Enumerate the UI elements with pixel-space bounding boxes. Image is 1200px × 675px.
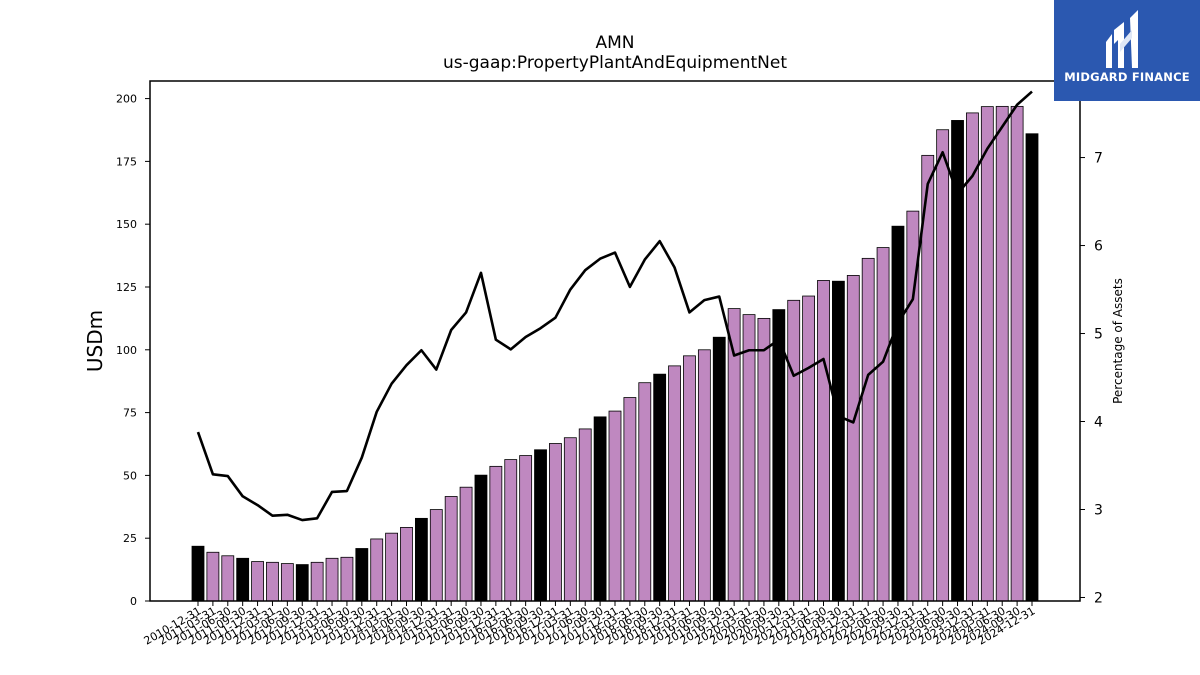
bar <box>1010 105 1024 602</box>
y2-tick-label: 4 <box>1094 415 1103 431</box>
bar <box>206 551 220 602</box>
bar <box>608 410 622 602</box>
bar <box>772 309 786 602</box>
bar <box>980 106 994 602</box>
bar <box>444 496 458 602</box>
bar <box>861 257 875 602</box>
y-tick-label: 100 <box>116 344 137 357</box>
bar <box>578 428 592 602</box>
bar <box>221 555 235 602</box>
bar <box>519 455 533 602</box>
chart-title: AMN <box>595 33 635 53</box>
bar <box>712 336 726 602</box>
bar <box>191 545 205 602</box>
bar <box>653 373 667 602</box>
bar <box>534 449 547 602</box>
bar <box>757 317 771 602</box>
bar <box>697 349 711 602</box>
bar <box>280 563 294 602</box>
bar <box>846 275 860 602</box>
bar <box>1025 133 1039 602</box>
bar <box>787 299 801 602</box>
logo-text: MIDGARD FINANCE <box>1064 70 1190 84</box>
y-tick-label: 175 <box>116 155 137 168</box>
bar <box>295 564 309 602</box>
y2-tick-label: 3 <box>1094 502 1103 518</box>
bar <box>936 129 950 602</box>
bar <box>593 416 607 602</box>
bar <box>891 225 905 602</box>
bar <box>266 561 279 602</box>
y-axis-label: USDm <box>83 310 107 372</box>
bar <box>995 105 1009 602</box>
bar <box>742 314 756 602</box>
bar <box>325 557 339 602</box>
y-tick-label: 50 <box>123 469 137 482</box>
bar <box>802 295 816 602</box>
bar <box>414 517 428 602</box>
bar <box>623 397 637 602</box>
y-tick-label: 25 <box>123 532 137 545</box>
bar <box>370 538 384 602</box>
bar <box>385 532 399 602</box>
bar <box>236 557 250 602</box>
y-tick-label: 75 <box>123 407 137 420</box>
bar <box>400 526 413 602</box>
y-tick-label: 150 <box>116 218 137 231</box>
y-tick-label: 0 <box>130 595 137 608</box>
bar <box>876 247 890 602</box>
bar <box>563 437 577 602</box>
bar <box>310 561 324 602</box>
bar <box>638 382 652 602</box>
bar <box>474 474 488 602</box>
bar <box>459 486 473 602</box>
bar <box>668 365 681 602</box>
bar <box>355 548 369 602</box>
bar <box>504 459 518 602</box>
brand-logo: MIDGARD FINANCE <box>1054 0 1200 101</box>
y-tick-label: 200 <box>116 93 137 106</box>
percentage-line <box>196 90 1033 522</box>
bar <box>966 112 979 602</box>
logo-mark-icon <box>1106 10 1138 68</box>
bar <box>429 509 443 602</box>
bar <box>817 280 830 602</box>
y2-tick-label: 6 <box>1094 239 1103 255</box>
bar <box>489 465 503 602</box>
chart-subtitle: us-gaap:PropertyPlantAndEquipmentNet <box>443 53 787 73</box>
y2-tick-label: 2 <box>1094 590 1103 606</box>
y2-axis-label: Percentage of Assets <box>1111 278 1125 404</box>
bar <box>340 556 354 602</box>
y2-tick-label: 5 <box>1094 327 1103 343</box>
bar <box>683 355 696 602</box>
bar <box>549 443 562 602</box>
bar <box>251 561 264 602</box>
y-tick-label: 125 <box>116 281 137 294</box>
y2-tick-label: 7 <box>1094 151 1103 167</box>
bar <box>831 280 845 602</box>
